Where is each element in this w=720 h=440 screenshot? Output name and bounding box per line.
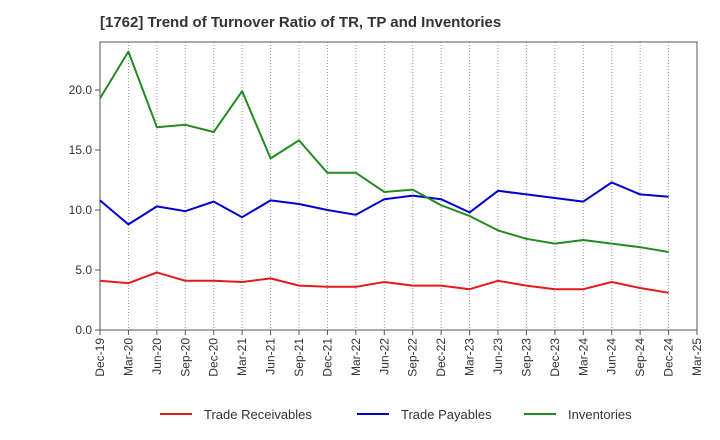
x-tick-label: Dec-19 [93, 338, 107, 377]
x-tick-label: Sep-20 [178, 338, 192, 377]
x-tick-label: Jun-23 [491, 338, 505, 375]
x-tick-label: Jun-20 [150, 338, 164, 375]
legend-label-3: Inventories [568, 407, 632, 422]
y-tick-label: 10.0 [69, 203, 93, 217]
x-tick-label: Sep-24 [633, 338, 647, 377]
x-tick-label: Dec-24 [662, 338, 676, 377]
x-tick-label: Dec-21 [320, 338, 334, 377]
x-tick-label: Sep-23 [519, 338, 533, 377]
chart-title: [1762] Trend of Turnover Ratio of TR, TP… [100, 14, 502, 31]
x-tick-label: Mar-25 [690, 338, 704, 376]
y-tick-label: 5.0 [75, 263, 92, 277]
y-tick-label: 20.0 [69, 83, 93, 97]
x-tick-label: Sep-21 [292, 338, 306, 377]
legend-label-2: Trade Payables [401, 407, 492, 422]
x-tick-label: Mar-23 [463, 338, 477, 376]
series-line-2 [99, 181, 669, 226]
x-tick-label: Jun-22 [377, 338, 391, 375]
x-tick-label: Dec-20 [207, 338, 221, 377]
x-tick-label: Mar-24 [576, 338, 590, 376]
y-tick-label: 15.0 [69, 143, 93, 157]
x-tick-label: Jun-21 [264, 338, 278, 375]
x-tick-label: Dec-22 [434, 338, 448, 377]
x-tick-label: Jun-24 [605, 338, 619, 375]
x-tick-label: Mar-20 [121, 338, 135, 376]
series-line-1 [99, 271, 669, 294]
x-tick-label: Mar-22 [349, 338, 363, 376]
series-line-3 [99, 50, 669, 253]
x-tick-label: Dec-23 [548, 338, 562, 377]
x-tick-label: Sep-22 [406, 338, 420, 377]
y-tick-label: 0.0 [75, 323, 92, 337]
plot-area [99, 41, 698, 331]
legend-label-1: Trade Receivables [204, 407, 312, 422]
x-tick-label: Mar-21 [235, 338, 249, 376]
